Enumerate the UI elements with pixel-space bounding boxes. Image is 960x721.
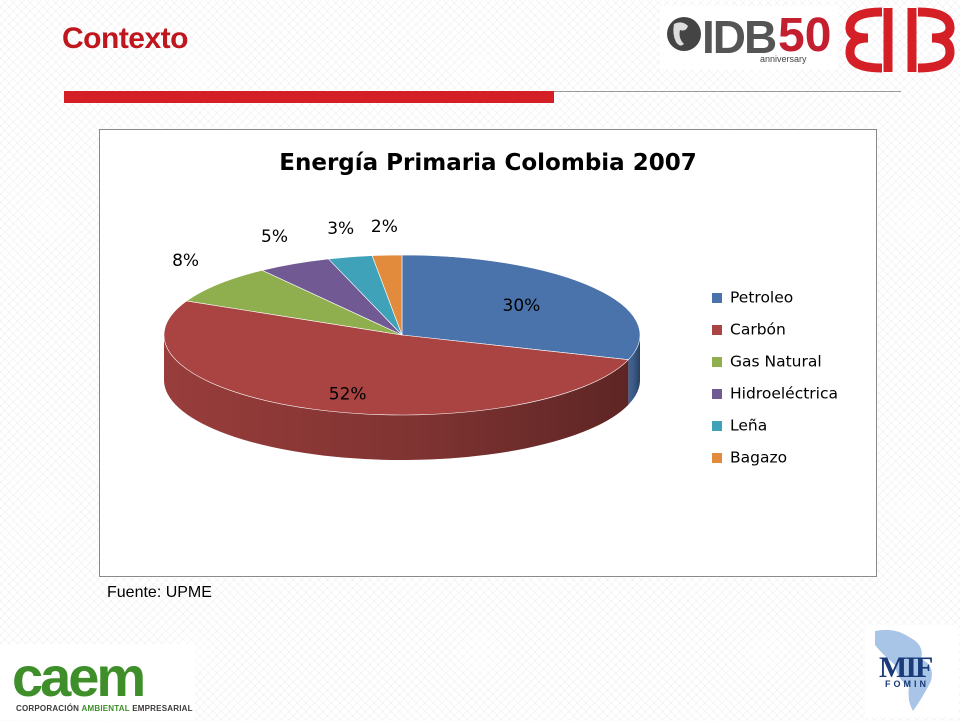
legend-swatch (712, 421, 722, 431)
caem-logo: caem CORPORACIÓN AMBIENTAL EMPRESARIAL (0, 644, 195, 720)
chart-title: Energía Primaria Colombia 2007 (279, 150, 696, 176)
legend-label: Leña (730, 417, 767, 435)
pie-slice-carbón (163, 300, 629, 416)
legend-label: Petroleo (730, 289, 793, 307)
caem-logo-text: caem (12, 645, 146, 708)
legend-swatch (712, 325, 722, 335)
pie-data-label: 2% (371, 217, 398, 237)
legend-label: Gas Natural (730, 353, 822, 371)
slide-title: Contexto (62, 22, 189, 55)
idb-50-text: 50 (778, 9, 832, 62)
pie-data-label: 5% (261, 227, 288, 247)
legend-label: Carbón (730, 321, 786, 339)
red-emblem-logo (845, 7, 955, 73)
idb-anniversary-text: anniversary (760, 54, 807, 64)
legend-swatch (712, 357, 722, 367)
legend-swatch (712, 389, 722, 399)
pie-data-label: 30% (503, 296, 541, 316)
fomin-text: FOMIN (885, 679, 929, 689)
legend-swatch (712, 453, 722, 463)
title-divider-line (554, 91, 901, 92)
pie-data-label: 52% (329, 385, 367, 405)
idb-logo-text: IDB (702, 11, 777, 63)
pie-data-label: 3% (327, 219, 354, 239)
legend-swatch (712, 293, 722, 303)
legend-label: Bagazo (730, 449, 787, 467)
source-note: Fuente: UPME (107, 584, 212, 601)
legend-label: Hidroeléctrica (730, 385, 838, 403)
globe-icon (667, 17, 701, 51)
caem-subtitle: CORPORACIÓN AMBIENTAL EMPRESARIAL (16, 704, 193, 713)
pie-data-label: 8% (172, 251, 199, 271)
pie-slice-gas natural (185, 269, 403, 336)
pie-slice-side-shade (164, 335, 629, 461)
pie-slice-bagazo (371, 254, 403, 336)
pie-slice-petroleo (401, 254, 641, 361)
idb-50-logo: IDB 50 anniversary (660, 6, 838, 70)
pie-chart: Energía Primaria Colombia 2007 30% 52% 8% 5… (163, 150, 838, 467)
title-accent-bar (64, 91, 554, 103)
mif-text: MIF (879, 651, 933, 684)
mif-fomin-logo: MIF FOMIN (865, 625, 959, 717)
latin-america-map-icon (875, 629, 932, 711)
pie-slice-side-shade (628, 335, 640, 405)
chart-container: Energía Primaria Colombia 2007 30% 52% 8% 5… (99, 129, 877, 577)
